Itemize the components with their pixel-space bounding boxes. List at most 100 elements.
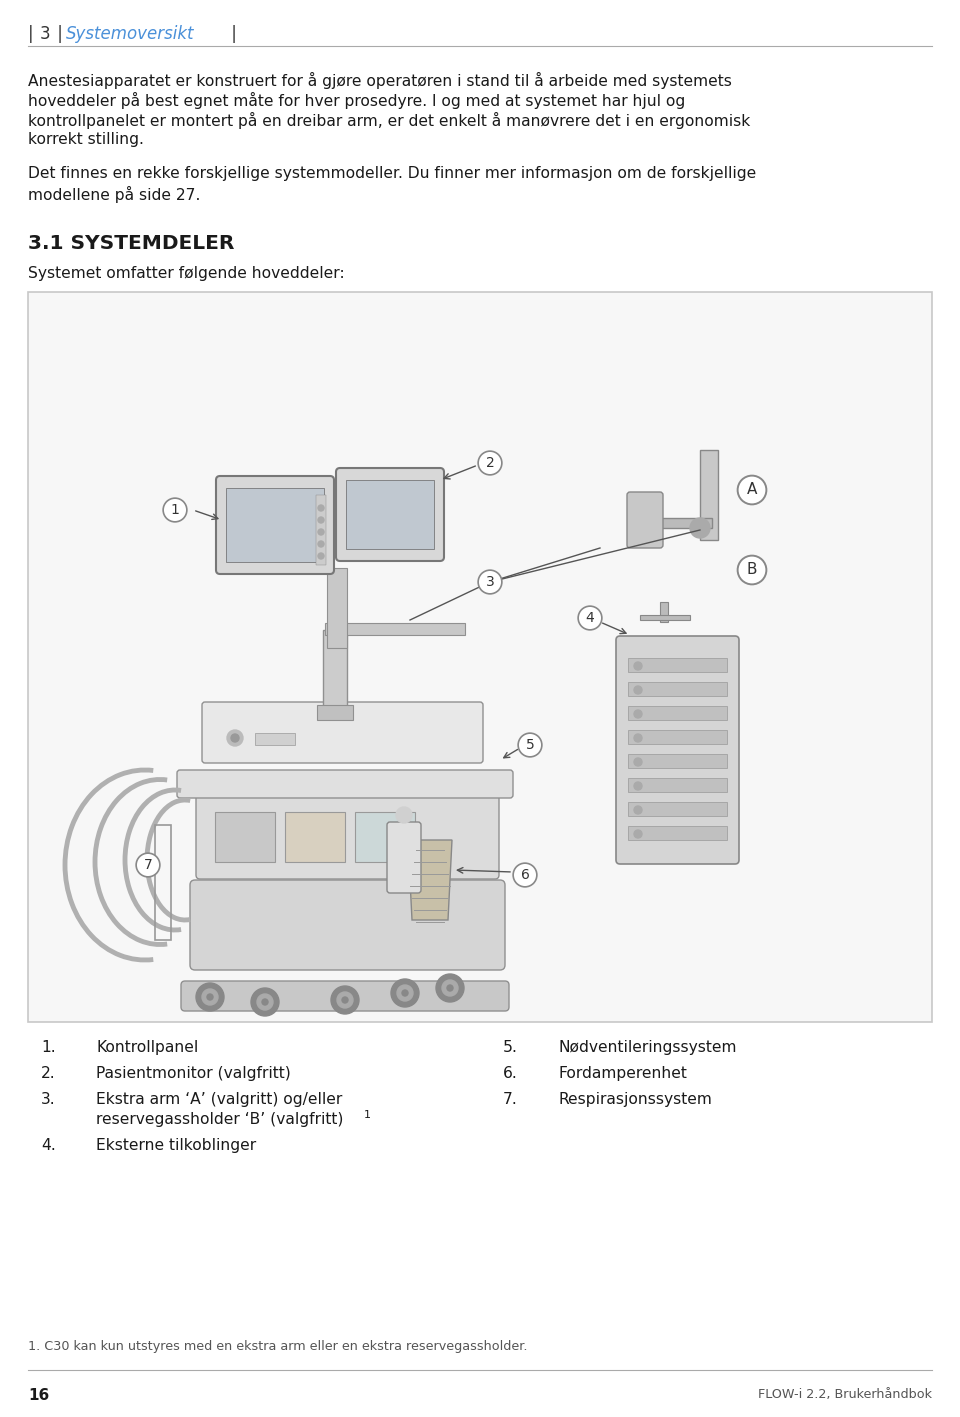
Circle shape — [634, 758, 642, 767]
Text: 5: 5 — [526, 738, 535, 752]
Text: Ekstra arm ‘A’ (valgritt) og/eller: Ekstra arm ‘A’ (valgritt) og/eller — [96, 1093, 343, 1107]
Circle shape — [634, 734, 642, 743]
Text: 2.: 2. — [41, 1066, 56, 1081]
Text: 1.: 1. — [41, 1040, 56, 1056]
Text: 2: 2 — [486, 456, 494, 470]
Bar — [226, 487, 324, 563]
Bar — [628, 778, 727, 792]
Bar — [255, 733, 295, 745]
Text: modellene på side 27.: modellene på side 27. — [28, 186, 201, 203]
Text: Eksterne tilkoblinger: Eksterne tilkoblinger — [96, 1138, 256, 1153]
Text: 1: 1 — [364, 1110, 371, 1119]
Text: FLOW-i 2.2, Brukerhåndbok: FLOW-i 2.2, Brukerhåndbok — [758, 1389, 932, 1401]
Circle shape — [257, 993, 273, 1010]
Circle shape — [634, 662, 642, 670]
Text: 4: 4 — [586, 611, 594, 625]
FancyBboxPatch shape — [190, 880, 505, 971]
Circle shape — [397, 985, 413, 1000]
Bar — [323, 631, 347, 710]
Text: 7: 7 — [144, 859, 153, 871]
Bar — [640, 519, 712, 529]
Circle shape — [318, 529, 324, 536]
Bar — [285, 812, 345, 862]
Text: A: A — [747, 483, 757, 497]
Circle shape — [391, 979, 419, 1007]
Circle shape — [262, 999, 268, 1005]
Circle shape — [318, 517, 324, 523]
Circle shape — [447, 985, 453, 990]
Text: B: B — [747, 563, 757, 578]
Circle shape — [227, 730, 243, 745]
Text: 3: 3 — [486, 575, 494, 589]
Bar — [327, 568, 347, 648]
Text: 1: 1 — [171, 503, 180, 517]
FancyBboxPatch shape — [336, 468, 444, 561]
Text: 3.: 3. — [41, 1093, 56, 1107]
FancyBboxPatch shape — [181, 981, 509, 1010]
Circle shape — [396, 808, 412, 823]
Circle shape — [251, 988, 279, 1016]
Circle shape — [207, 993, 213, 1000]
FancyBboxPatch shape — [177, 769, 513, 798]
Text: Anestesiapparatet er konstruert for å gjøre operatøren i stand til å arbeide med: Anestesiapparatet er konstruert for å gj… — [28, 72, 732, 89]
Text: 5.: 5. — [503, 1040, 518, 1056]
Text: |: | — [52, 26, 68, 43]
Circle shape — [202, 989, 218, 1005]
Circle shape — [318, 504, 324, 512]
Circle shape — [231, 734, 239, 743]
Circle shape — [337, 992, 353, 1007]
Bar — [640, 615, 690, 621]
Text: |: | — [28, 26, 38, 43]
Text: Respirasjonssystem: Respirasjonssystem — [558, 1093, 712, 1107]
Text: |: | — [226, 26, 237, 43]
Bar — [628, 657, 727, 672]
Circle shape — [402, 990, 408, 996]
Bar — [628, 706, 727, 720]
Bar — [628, 826, 727, 840]
Circle shape — [342, 998, 348, 1003]
FancyBboxPatch shape — [28, 292, 932, 1022]
Circle shape — [442, 981, 458, 996]
Bar — [628, 682, 727, 696]
Circle shape — [634, 806, 642, 813]
FancyBboxPatch shape — [202, 701, 483, 762]
Circle shape — [436, 973, 464, 1002]
Circle shape — [690, 519, 710, 538]
Text: Kontrollpanel: Kontrollpanel — [96, 1040, 199, 1056]
FancyBboxPatch shape — [196, 781, 499, 879]
Bar — [628, 730, 727, 744]
Text: 16: 16 — [28, 1389, 49, 1403]
FancyBboxPatch shape — [216, 476, 334, 574]
Circle shape — [196, 983, 224, 1010]
Polygon shape — [408, 840, 452, 920]
Bar — [316, 495, 326, 565]
Circle shape — [634, 686, 642, 694]
Text: 6.: 6. — [503, 1066, 518, 1081]
Bar — [215, 812, 275, 862]
Text: Systemoversikt: Systemoversikt — [66, 26, 195, 43]
Text: Pasientmonitor (valgfritt): Pasientmonitor (valgfritt) — [96, 1066, 291, 1081]
Circle shape — [634, 830, 642, 837]
Text: Nødventileringssystem: Nødventileringssystem — [558, 1040, 736, 1056]
Text: 3.1 SYSTEMDELER: 3.1 SYSTEMDELER — [28, 234, 234, 254]
Text: 4.: 4. — [41, 1138, 56, 1153]
Bar — [628, 802, 727, 816]
FancyBboxPatch shape — [616, 636, 739, 864]
Text: Fordamperenhet: Fordamperenhet — [558, 1066, 686, 1081]
Bar — [700, 451, 718, 540]
Text: Det finnes en rekke forskjellige systemmodeller. Du finner mer informasjon om de: Det finnes en rekke forskjellige systemm… — [28, 166, 756, 181]
Circle shape — [318, 541, 324, 547]
Text: 1. C30 kan kun utstyres med en ekstra arm eller en ekstra reservegassholder.: 1. C30 kan kun utstyres med en ekstra ar… — [28, 1340, 527, 1353]
Text: reservegassholder ‘B’ (valgfritt): reservegassholder ‘B’ (valgfritt) — [96, 1112, 344, 1127]
Circle shape — [331, 986, 359, 1015]
Circle shape — [634, 710, 642, 718]
Text: hoveddeler på best egnet måte for hver prosedyre. I og med at systemet har hjul : hoveddeler på best egnet måte for hver p… — [28, 92, 685, 109]
Text: Systemet omfatter følgende hoveddeler:: Systemet omfatter følgende hoveddeler: — [28, 266, 345, 281]
Bar — [355, 812, 415, 862]
Text: kontrollpanelet er montert på en dreibar arm, er det enkelt å manøvrere det i en: kontrollpanelet er montert på en dreibar… — [28, 112, 751, 129]
Text: korrekt stilling.: korrekt stilling. — [28, 132, 144, 147]
Bar — [628, 754, 727, 768]
FancyBboxPatch shape — [627, 492, 663, 548]
Text: 6: 6 — [520, 869, 529, 881]
Circle shape — [634, 782, 642, 791]
